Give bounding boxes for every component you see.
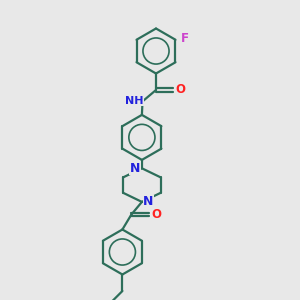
Text: O: O [175, 83, 185, 97]
Text: F: F [181, 32, 189, 45]
Text: O: O [151, 208, 161, 221]
Text: N: N [143, 195, 154, 208]
Text: N: N [130, 162, 140, 175]
Text: NH: NH [125, 96, 143, 106]
